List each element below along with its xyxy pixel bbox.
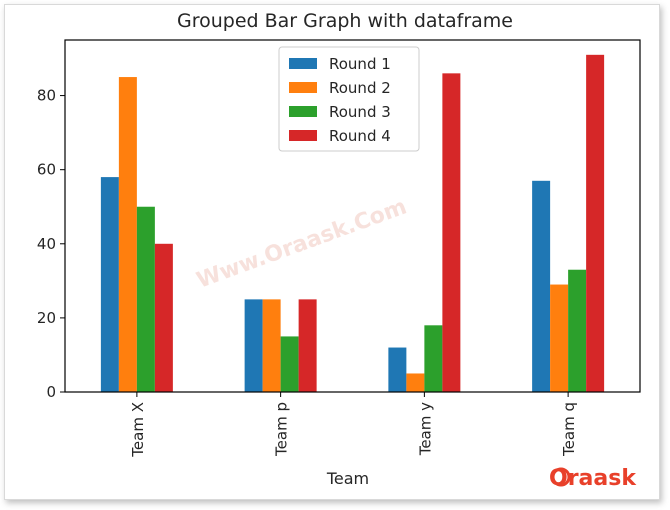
y-tick-label: 0 [46,383,56,401]
plot-frame [64,39,641,393]
legend-swatch [289,106,317,117]
bar-round-1-team-p [244,299,263,392]
watermark: Www.Oraask.Com [194,194,411,293]
figure-frame: Grouped Bar Graph with dataframe Www.Ora… [4,4,660,500]
legend-swatch [289,82,317,93]
x-tick-label: Team X [129,402,147,458]
bar-round-3-team-q [568,269,587,392]
legend-label: Round 2 [329,79,391,97]
y-tick-label: 80 [37,87,56,105]
x-tick-label: Team y [416,402,434,456]
bar-round-4-team-p [298,299,317,392]
bar-round-4-team-q [586,54,605,393]
legend-box [278,46,420,152]
bar-round-2-team-p [262,299,281,392]
legend-label: Round 3 [329,103,391,121]
bar-round-4-team-y [442,73,461,393]
bar-round-4-team-x [154,243,173,392]
x-tick-label: Team p [273,402,291,457]
y-tick-label: 20 [37,309,56,327]
bar-round-1-team-q [532,180,551,392]
bar-round-2-team-y [406,373,425,392]
bar-round-3-team-p [280,336,299,392]
legend-label: Round 1 [329,55,391,73]
y-tick-label: 60 [37,161,56,179]
bar-round-2-team-q [550,284,569,392]
y-tick-label: 40 [37,235,56,253]
legend-swatch [289,58,317,69]
oraask-logo: Oraask [549,466,637,491]
grouped-bar-chart: Grouped Bar Graph with dataframe Www.Ora… [37,10,641,491]
x-tick-label: Team q [560,402,578,457]
legend-label: Round 4 [329,127,391,145]
bar-round-3-team-y [424,325,443,392]
svg-text:Www.Oraask.Com: Www.Oraask.Com [194,194,411,293]
bar-round-3-team-x [136,206,155,392]
x-axis-label: Team [326,469,369,488]
bar-round-2-team-x [118,77,137,392]
chart-title: Grouped Bar Graph with dataframe [177,10,513,32]
bar-round-1-team-y [388,347,407,392]
bar-round-1-team-x [100,177,119,392]
legend-swatch [289,130,317,141]
oraask-logo-text: Oraask [549,466,637,491]
